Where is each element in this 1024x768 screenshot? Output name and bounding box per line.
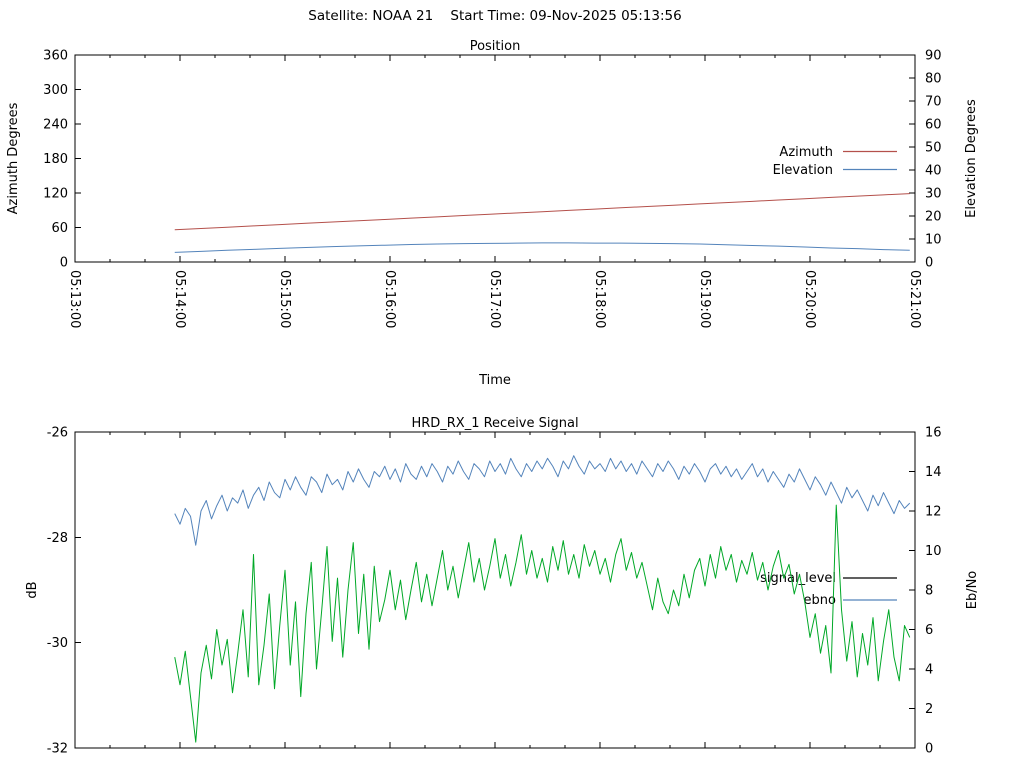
x-axis-title-time: Time	[478, 373, 511, 388]
chart-title: Position	[470, 39, 521, 54]
x-tick-label: 05:18:00	[592, 270, 607, 328]
position-chart: Position 05:13:00 05:14:00 05:15:00 05:16:00…	[6, 39, 979, 328]
y-right-axis-title: Eb/No	[965, 571, 980, 610]
y-left-tick-label: -28	[47, 531, 68, 546]
legend-label-ebno: ebno	[804, 593, 836, 608]
series-ebno	[174, 504, 911, 743]
y-right-tick-label: 50	[925, 141, 942, 156]
plot-frame	[74, 431, 916, 749]
y-left-tick-label: -30	[47, 636, 68, 651]
chart-title: HRD_RX_1 Receive Signal	[411, 416, 578, 431]
y-left-tick-label: 0	[60, 256, 68, 271]
legend-label-Azimuth: Azimuth	[779, 145, 833, 160]
y-right-tick-label: 80	[925, 72, 942, 87]
x-tick-label: 05:16:00	[382, 270, 397, 328]
x-tick-label: 05:13:00	[67, 270, 82, 328]
y-right-tick-label: 40	[925, 164, 942, 179]
series-Elevation	[174, 242, 910, 253]
series-signal_level	[174, 455, 911, 546]
y-right-tick-label: 4	[925, 663, 933, 678]
y-left-tick-label: 240	[43, 118, 68, 133]
chart-suptitle: Satellite: NOAA 21 Start Time: 09-Nov-20…	[308, 8, 682, 24]
y-right-tick-label: 12	[925, 505, 942, 520]
y-left-tick-label: 300	[43, 83, 68, 98]
x-tick-label: 05:20:00	[802, 270, 817, 328]
x-tick-label: 05:21:00	[907, 270, 922, 328]
y-right-tick-label: 0	[925, 742, 933, 757]
x-tick-label: 05:15:00	[277, 270, 292, 328]
x-tick-label: 05:19:00	[697, 270, 712, 328]
y-right-tick-label: 30	[925, 187, 942, 202]
y-left-tick-label: -32	[47, 742, 68, 757]
y-right-tick-label: 16	[925, 426, 942, 441]
legend-label-Elevation: Elevation	[773, 163, 833, 178]
y-right-tick-label: 60	[925, 118, 942, 133]
y-right-tick-label: 90	[925, 49, 942, 64]
y-right-tick-label: 0	[925, 256, 933, 271]
x-tick-label: 05:14:00	[172, 270, 187, 328]
y-right-axis-title: Elevation Degrees	[964, 99, 979, 218]
y-right-tick-label: 10	[925, 544, 942, 559]
y-right-tick-label: 14	[925, 465, 942, 480]
y-left-tick-label: 360	[43, 49, 68, 64]
y-left-tick-label: 120	[43, 187, 68, 202]
y-right-tick-label: 10	[925, 233, 942, 248]
y-left-tick-label: -26	[47, 426, 68, 441]
y-right-tick-label: 2	[925, 702, 933, 717]
receive-signal-chart: HRD_RX_1 Receive Signal -26 -28 -30 -32 0 2 4 6 8…	[25, 416, 980, 757]
series-Azimuth	[174, 193, 910, 231]
y-right-tick-label: 6	[925, 623, 933, 638]
y-left-axis-title: Azimuth Degrees	[6, 102, 21, 214]
y-left-tick-label: 60	[51, 221, 68, 236]
y-right-tick-label: 8	[925, 584, 933, 599]
x-tick-label: 05:17:00	[487, 270, 502, 328]
y-left-axis-title: dB	[25, 581, 40, 598]
y-right-tick-label: 20	[925, 210, 942, 225]
y-right-tick-label: 70	[925, 95, 942, 110]
y-left-tick-label: 180	[43, 152, 68, 167]
